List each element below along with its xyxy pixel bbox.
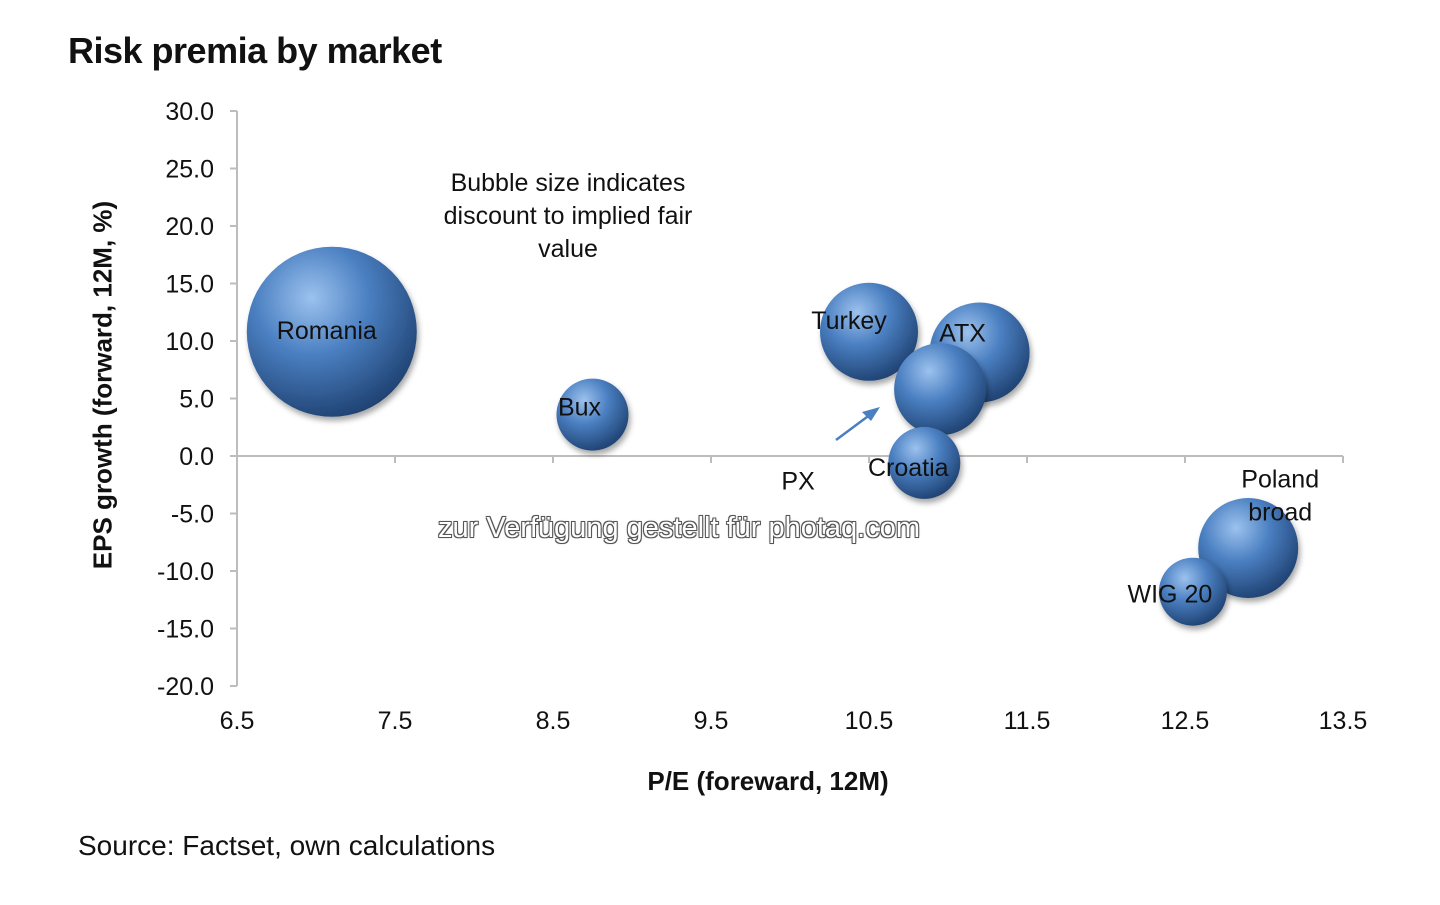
chart-annotations: Romania Bux Turkey PX ATX Croatia Poland broad W… xyxy=(277,169,1319,609)
y-tick-label: 20.0 xyxy=(165,213,214,241)
annotation-note-line: Bubble size indicates xyxy=(451,169,686,197)
bubble-label-croatia: Croatia xyxy=(868,454,949,482)
y-tick-label: 15.0 xyxy=(165,271,214,299)
watermark: zur Verfügung gestellt für photaq.com xyxy=(438,512,921,544)
px-arrow-shaft xyxy=(835,412,872,442)
y-tick-label: 25.0 xyxy=(165,156,214,184)
x-tick-label: 6.5 xyxy=(220,707,255,735)
y-tick-label: 0.0 xyxy=(179,443,214,471)
x-tick-label: 11.5 xyxy=(1004,707,1051,735)
bubble-poland-broad xyxy=(1198,498,1299,598)
px-arrow-head xyxy=(862,407,880,421)
bubble-bux xyxy=(556,378,629,451)
bubble-px xyxy=(894,343,987,436)
x-tick-label: 12.5 xyxy=(1161,707,1210,735)
y-tick-label: -10.0 xyxy=(157,558,214,586)
bubble-label-broad: broad xyxy=(1248,499,1312,527)
source-note: Source: Factset, own calculations xyxy=(78,830,496,861)
chart-title: Risk premia by market xyxy=(68,30,442,71)
x-tick-label: 9.5 xyxy=(694,707,729,735)
x-tick-label: 13.5 xyxy=(1319,707,1368,735)
bubble-turkey xyxy=(820,282,918,381)
y-tick-label: -5.0 xyxy=(171,501,214,529)
bubble-label-atx: ATX xyxy=(939,320,986,348)
y-tick-label: 10.0 xyxy=(165,328,214,356)
y-tick-label: 30.0 xyxy=(165,98,214,126)
x-tick-label: 7.5 xyxy=(378,707,413,735)
bubble-label-bux: Bux xyxy=(558,394,602,422)
y-tick-label: -20.0 xyxy=(157,673,214,701)
annotation-note-line: discount to implied fair xyxy=(444,202,693,230)
bubble-label-wig-20: WIG 20 xyxy=(1128,581,1213,609)
bubble-wig-20 xyxy=(1158,557,1227,626)
y-tick-label: 5.0 xyxy=(179,386,214,414)
x-axis-label: P/E (foreward, 12M) xyxy=(647,766,889,796)
y-axis-label: EPS growth (forward, 12M, %) xyxy=(87,200,118,570)
chart-axes: 30.0 25.0 20.0 15.0 10.0 5.0 0.0 -5.0 -10.0 -15.0… xyxy=(157,98,1367,735)
x-tick-label: 10.5 xyxy=(845,707,894,735)
bubble-label-px: PX xyxy=(781,467,815,495)
bubble-series xyxy=(246,246,1299,626)
bubble-romania xyxy=(246,246,417,417)
annotation-note-line: value xyxy=(538,235,598,263)
y-tick-label: -15.0 xyxy=(157,616,214,644)
bubble-label-poland: Poland xyxy=(1241,466,1319,494)
x-tick-label: 8.5 xyxy=(536,707,571,735)
bubble-label-turkey: Turkey xyxy=(811,307,887,335)
bubble-label-romania: Romania xyxy=(277,317,377,345)
bubble-croatia xyxy=(888,426,961,499)
